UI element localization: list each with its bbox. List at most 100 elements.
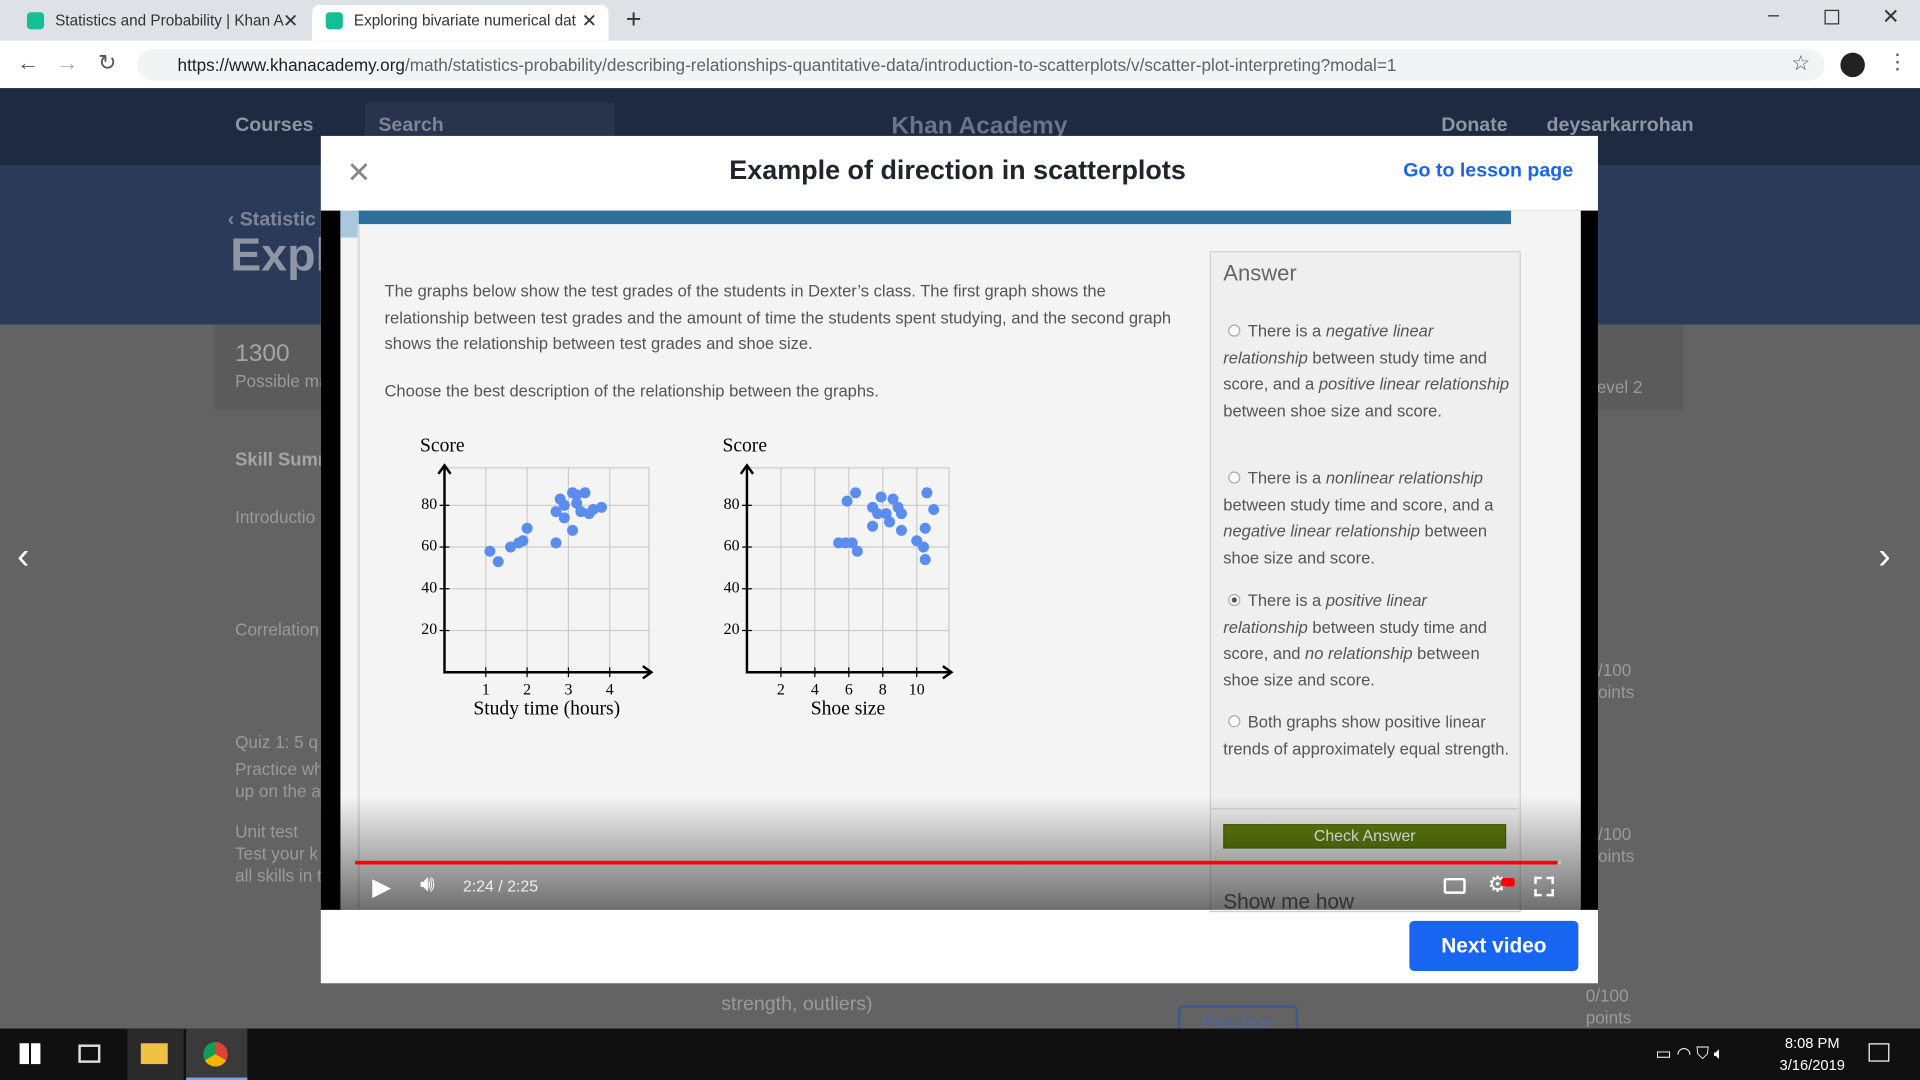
unit-test-desc: Test your k (235, 843, 319, 864)
y-axis-label: Score (722, 435, 767, 456)
axis-arrow (437, 463, 654, 680)
modal-close[interactable]: ✕ (346, 156, 372, 190)
fullscreen-button[interactable] (1534, 876, 1554, 897)
nav-donate[interactable]: Donate (1441, 115, 1508, 136)
point (884, 516, 896, 528)
unit-test-desc: all skills in t (235, 865, 322, 886)
y-tick-label: 20 (724, 621, 740, 638)
x-tick-label: 2 (523, 681, 531, 698)
bookmark-star[interactable]: ☆ (1791, 51, 1811, 75)
tab-icon (325, 12, 343, 30)
point (579, 487, 591, 499)
axis (745, 465, 952, 674)
option-text: between shoe size and score. (1223, 401, 1442, 420)
plot-area (443, 467, 650, 673)
forward-button[interactable]: → (56, 50, 79, 75)
prev-arrow[interactable]: ‹ (17, 536, 30, 577)
x-tick-label: 8 (879, 681, 887, 698)
next-video[interactable]: Next video (1409, 920, 1579, 972)
point (921, 487, 933, 499)
option-text: There is a (1247, 591, 1326, 610)
correlation-item[interactable]: Correlation (235, 619, 319, 640)
y-tick-label: 40 (421, 579, 437, 596)
point (505, 541, 517, 553)
url-host: https://www.khanacademy.org (177, 55, 405, 75)
nav-courses[interactable]: Courses (235, 115, 314, 136)
profile-avatar[interactable] (1840, 52, 1865, 78)
option-emphasis: no relationship (1305, 644, 1413, 663)
radio[interactable] (1228, 593, 1241, 607)
point (567, 524, 579, 536)
tab-icon (26, 12, 45, 30)
point (919, 522, 931, 534)
intro-item[interactable]: Introductio (235, 506, 316, 527)
quiz-desc: up on the a (235, 781, 321, 801)
play-button[interactable]: ▶ (372, 874, 392, 902)
cc-button[interactable] (1443, 877, 1466, 894)
reload-button[interactable]: ↻ (97, 50, 117, 75)
answer-heading: Answer (1223, 260, 1297, 286)
point (846, 537, 858, 549)
tab-title[interactable]: Exploring bivariate numerical dat (353, 12, 576, 30)
answer-option[interactable]: There is a negative linear relationship … (1223, 318, 1512, 423)
notifications[interactable] (1868, 1043, 1890, 1062)
radio[interactable] (1228, 324, 1241, 337)
point (517, 535, 529, 547)
tab-close[interactable]: ✕ (282, 11, 299, 32)
controls-shade (320, 795, 1598, 910)
y-axis-label: Score (420, 435, 465, 456)
url[interactable]: https://www.khanacademy.org/math/statist… (178, 55, 1397, 75)
address-bar[interactable] (137, 48, 1825, 81)
taskbar (0, 1028, 1920, 1080)
frame-bar (358, 210, 1512, 225)
point (887, 493, 899, 505)
skill-summary: Skill Summ (235, 449, 335, 471)
lesson-link[interactable]: Go to lesson page (1403, 160, 1574, 182)
explorer-icon (140, 1043, 168, 1065)
minimize[interactable]: – (1768, 4, 1780, 26)
tab-title[interactable]: Statistics and Probability | Khan A (55, 12, 284, 30)
answer-option[interactable]: There is a nonlinear relationship betwee… (1223, 465, 1512, 570)
nav-search[interactable]: Search (378, 115, 444, 136)
point (895, 508, 907, 520)
answer-option[interactable]: There is a positive linear relationship … (1223, 588, 1512, 693)
x-tick-label: 1 (482, 681, 490, 698)
side-score: /100 (1597, 824, 1632, 844)
next-arrow[interactable]: › (1878, 536, 1891, 577)
back-button[interactable]: ← (17, 50, 40, 75)
x-tick-label: 4 (811, 681, 819, 698)
unit-title: Expl (230, 230, 329, 282)
option-text: There is a (1247, 468, 1326, 488)
point (880, 508, 892, 520)
active-tab[interactable] (312, 4, 609, 41)
close-window[interactable]: ✕ (1882, 4, 1900, 29)
tray-icons[interactable]: ▭ ◠ ⛉ 🔈︎ (1655, 1043, 1725, 1063)
side-score: 0/100 (1585, 985, 1629, 1006)
volume-button[interactable]: 🔊︎ (420, 871, 435, 898)
prompt: Choose the best description of the relat… (384, 382, 879, 401)
nav-user[interactable]: deysarkarrohan (1546, 115, 1694, 136)
tab-close[interactable]: ✕ (581, 11, 598, 32)
task-view[interactable] (78, 1044, 101, 1063)
time: 2:24 / 2:25 (462, 876, 539, 896)
point (928, 503, 940, 515)
point (492, 556, 504, 568)
points: 1300 (235, 340, 290, 368)
nav-logo[interactable]: Khan Academy (891, 112, 1068, 140)
practice-label[interactable]: Practice (1201, 1012, 1272, 1034)
breadcrumb[interactable]: ‹ Statistic (227, 209, 316, 231)
new-tab[interactable]: + (625, 3, 642, 35)
hd-badge (1501, 877, 1515, 887)
point (918, 541, 930, 553)
menu-button[interactable]: ⋮ (1886, 50, 1908, 74)
quiz-title[interactable]: Quiz 1: 5 q (235, 732, 319, 752)
radio[interactable] (1228, 715, 1241, 728)
point (851, 545, 863, 557)
answer-option[interactable]: Both graphs show positive linear trends … (1223, 709, 1512, 762)
start-button[interactable] (19, 1043, 41, 1065)
radio[interactable] (1228, 471, 1241, 484)
unit-test-title[interactable]: Unit test (235, 821, 298, 842)
progress-played (355, 860, 1558, 865)
option-text: between shoe size and score. (1223, 644, 1480, 689)
maximize[interactable] (1824, 9, 1840, 25)
